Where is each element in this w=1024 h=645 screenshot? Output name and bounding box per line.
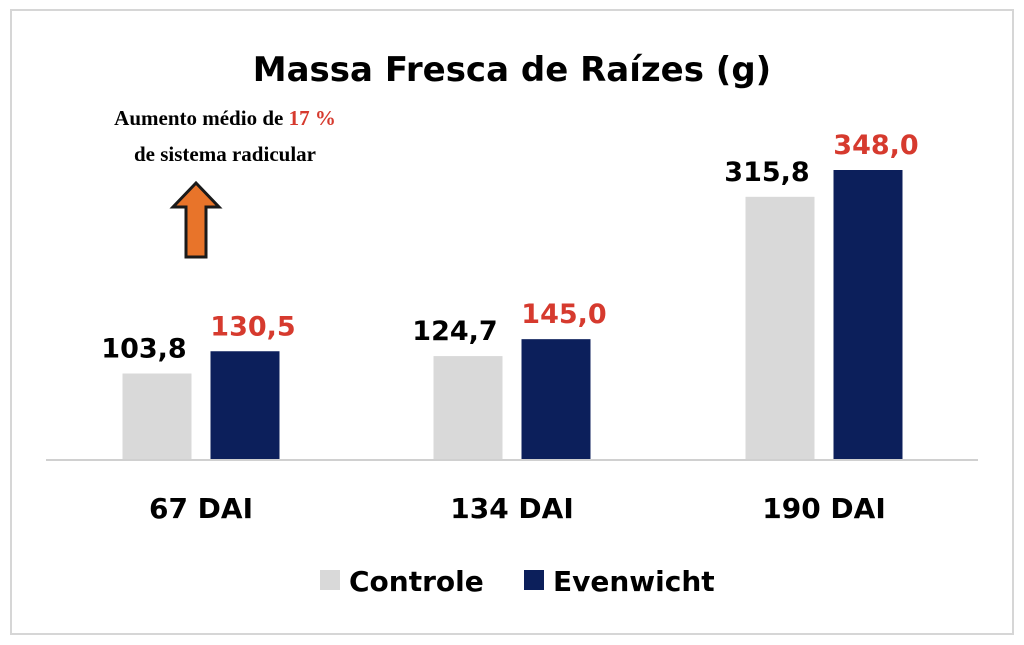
x-tick-label-1: 67 DAI (149, 492, 253, 525)
x-tick-label-3: 190 DAI (762, 492, 886, 525)
annotation-prefix: Aumento médio de (114, 106, 284, 130)
bar-controle-1 (122, 373, 192, 460)
data-label-evenwicht-1: 130,5 (210, 311, 295, 342)
legend-swatch-controle (320, 570, 340, 590)
annotation-line-2: de sistema radicular (134, 142, 316, 166)
chart-title: Massa Fresca de Raízes (g) (252, 50, 772, 90)
data-label-evenwicht-2: 145,0 (521, 299, 606, 330)
legend-swatch-evenwicht (524, 570, 544, 590)
chart-frame (10, 9, 1014, 635)
data-label-controle-1: 103,8 (101, 334, 186, 365)
annotation-line-1: Aumento médio de 17 % (70, 100, 380, 136)
data-label-controle-3: 315,8 (724, 157, 809, 188)
annotation-percentage: 17 % (288, 106, 336, 130)
data-label-evenwicht-3: 348,0 (833, 130, 918, 161)
annotation-text: Aumento médio de 17 % de sistema radicul… (70, 100, 380, 172)
bar-controle-3 (745, 196, 815, 461)
bars-group: 103,8 130,5 124,7 145,0 315,8 348,0 (101, 130, 919, 461)
bar-evenwicht-3 (833, 170, 903, 460)
bar-controle-2 (433, 356, 503, 460)
data-label-controle-2: 124,7 (412, 316, 497, 347)
bar-evenwicht-1 (210, 351, 280, 460)
legend-label-evenwicht: Evenwicht (553, 565, 715, 598)
bar-evenwicht-2 (521, 339, 591, 460)
legend-label-controle: Controle (349, 565, 484, 598)
legend: Controle Evenwicht (320, 565, 715, 598)
x-tick-label-2: 134 DAI (450, 492, 574, 525)
up-arrow-icon (169, 180, 223, 259)
x-tick-labels: 67 DAI 134 DAI 190 DAI (149, 492, 886, 525)
